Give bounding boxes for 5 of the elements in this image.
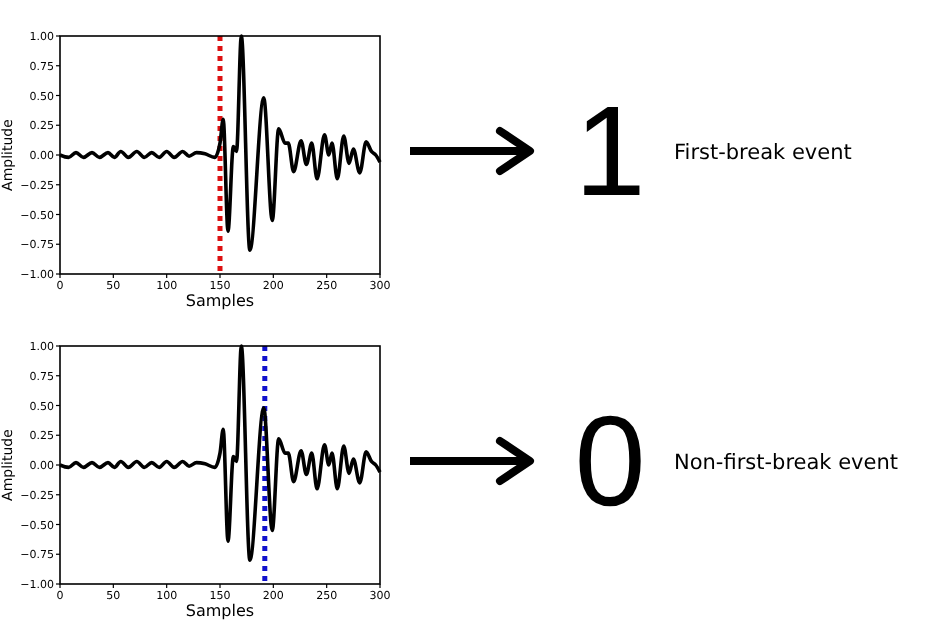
x-axis-title: Samples [185,292,255,310]
text: First-break event [674,141,852,165]
x-axis-title: Samples [185,602,255,620]
text: Non-first-break event [674,451,898,475]
text: 1 [574,79,646,223]
